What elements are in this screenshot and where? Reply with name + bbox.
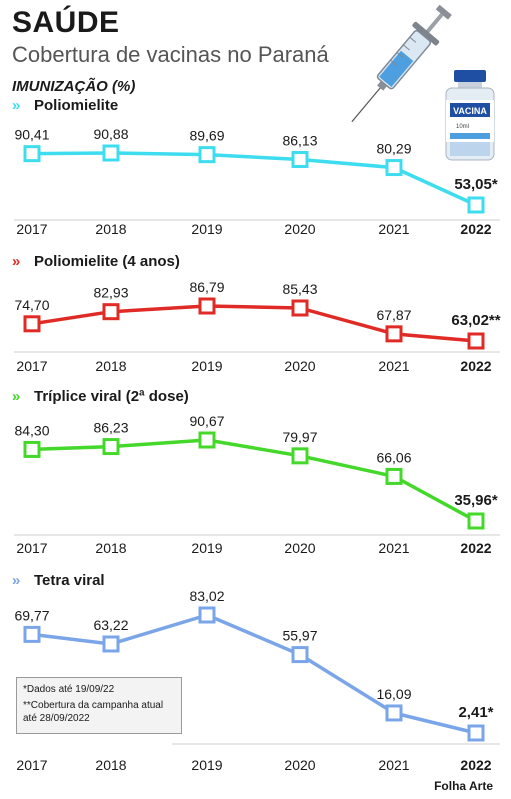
data-point bbox=[385, 467, 403, 485]
x-tick-label: 2018 bbox=[95, 221, 126, 237]
data-label: 80,29 bbox=[376, 141, 411, 157]
data-point bbox=[467, 332, 485, 350]
x-tick-label: 2019 bbox=[191, 358, 222, 374]
note-1: *Dados até 19/09/22 bbox=[23, 684, 115, 695]
chevron-icon: » bbox=[12, 97, 20, 114]
data-point bbox=[385, 704, 403, 722]
x-tick-label: 2020 bbox=[284, 221, 315, 237]
data-point bbox=[23, 145, 41, 163]
data-label: 2,41* bbox=[458, 704, 493, 721]
data-label: 69,77 bbox=[14, 607, 49, 623]
data-point bbox=[23, 315, 41, 333]
section-label: IMUNIZAÇÃO (%) bbox=[12, 78, 136, 95]
data-label: 74,70 bbox=[14, 297, 49, 313]
data-label: 90,88 bbox=[93, 126, 128, 142]
data-label: 63,22 bbox=[93, 617, 128, 633]
chevron-icon: » bbox=[12, 388, 20, 405]
series-title: Poliomielite (4 anos) bbox=[34, 253, 180, 270]
series-title: Tríplice viral (2ª dose) bbox=[34, 388, 189, 405]
data-point bbox=[467, 724, 485, 742]
data-point bbox=[198, 146, 216, 164]
x-tick-label: 2021 bbox=[378, 221, 409, 237]
credit-label: Folha Arte bbox=[434, 779, 493, 793]
data-label: 55,97 bbox=[282, 628, 317, 644]
x-tick-label: 2022 bbox=[460, 540, 491, 556]
series-line bbox=[31, 151, 477, 207]
chevron-icon: » bbox=[12, 572, 20, 589]
data-label: 67,87 bbox=[376, 307, 411, 323]
data-point bbox=[23, 625, 41, 643]
data-point bbox=[198, 606, 216, 624]
x-tick-label: 2018 bbox=[95, 540, 126, 556]
data-label: 79,97 bbox=[282, 429, 317, 445]
note-2: **Cobertura da campanha atual até 28/09/… bbox=[23, 700, 164, 724]
syringe-icon bbox=[351, 4, 452, 122]
data-point bbox=[198, 431, 216, 449]
data-label: 83,02 bbox=[189, 588, 224, 604]
data-point bbox=[385, 159, 403, 177]
vaccine-vial-icon: VACINA 10ml bbox=[440, 70, 500, 167]
data-label: 66,06 bbox=[376, 449, 411, 465]
notes-box: *Dados até 19/09/22 **Cobertura da campa… bbox=[16, 677, 182, 734]
data-point bbox=[102, 303, 120, 321]
data-point bbox=[102, 144, 120, 162]
series-line bbox=[31, 438, 477, 523]
x-tick-label: 2020 bbox=[284, 757, 315, 773]
data-label: 86,23 bbox=[93, 420, 128, 436]
vial-label: VACINA bbox=[453, 106, 487, 116]
x-tick-label: 2017 bbox=[16, 358, 47, 374]
data-point bbox=[291, 447, 309, 465]
data-point bbox=[467, 512, 485, 530]
x-tick-label: 2022 bbox=[460, 221, 491, 237]
x-tick-label: 2019 bbox=[191, 221, 222, 237]
data-label: 82,93 bbox=[93, 285, 128, 301]
data-label: 53,05* bbox=[454, 176, 498, 193]
x-tick-label: 2022 bbox=[460, 757, 491, 773]
x-tick-label: 2018 bbox=[95, 358, 126, 374]
data-point bbox=[102, 635, 120, 653]
x-tick-label: 2021 bbox=[378, 358, 409, 374]
page-title: SAÚDE bbox=[12, 6, 120, 39]
data-point bbox=[23, 440, 41, 458]
data-label: 35,96* bbox=[454, 492, 498, 509]
x-tick-label: 2022 bbox=[460, 358, 491, 374]
data-label: 90,67 bbox=[189, 413, 224, 429]
x-tick-label: 2017 bbox=[16, 757, 47, 773]
x-tick-label: 2019 bbox=[191, 540, 222, 556]
series-line bbox=[31, 304, 477, 343]
data-point bbox=[102, 438, 120, 456]
data-label: 89,69 bbox=[189, 128, 224, 144]
data-point bbox=[291, 646, 309, 664]
vial-volume: 10ml bbox=[456, 124, 469, 130]
x-tick-label: 2019 bbox=[191, 757, 222, 773]
data-point bbox=[385, 325, 403, 343]
data-point bbox=[291, 151, 309, 169]
x-tick-label: 2020 bbox=[284, 358, 315, 374]
data-point bbox=[291, 299, 309, 317]
data-label: 63,02** bbox=[451, 312, 500, 329]
data-label: 86,13 bbox=[282, 133, 317, 149]
chevron-icon: » bbox=[12, 253, 20, 270]
series-line bbox=[31, 613, 477, 735]
data-label: 86,79 bbox=[189, 279, 224, 295]
x-tick-label: 2017 bbox=[16, 540, 47, 556]
page-subtitle: Cobertura de vacinas no Paraná bbox=[12, 42, 329, 67]
data-point bbox=[467, 196, 485, 214]
data-point bbox=[198, 297, 216, 315]
x-tick-label: 2017 bbox=[16, 221, 47, 237]
data-label: 84,30 bbox=[14, 422, 49, 438]
data-label: 85,43 bbox=[282, 281, 317, 297]
series-title: Poliomielite bbox=[34, 97, 118, 114]
data-label: 90,41 bbox=[14, 127, 49, 143]
x-tick-label: 2021 bbox=[378, 540, 409, 556]
x-tick-label: 2020 bbox=[284, 540, 315, 556]
x-tick-label: 2021 bbox=[378, 757, 409, 773]
data-label: 16,09 bbox=[376, 686, 411, 702]
series-title: Tetra viral bbox=[34, 572, 105, 589]
x-tick-label: 2018 bbox=[95, 757, 126, 773]
